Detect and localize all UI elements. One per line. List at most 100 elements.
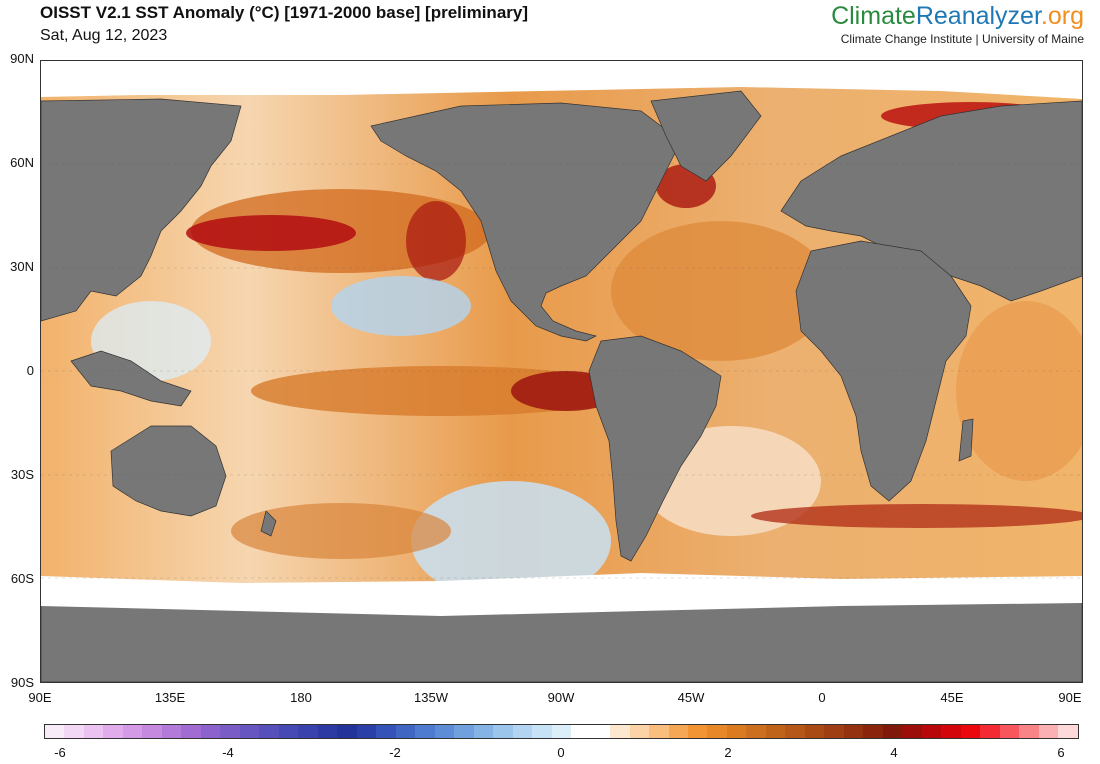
colorbar-swatch <box>668 725 688 738</box>
anomaly-patches <box>91 102 1082 601</box>
lat-label-60n: 60N <box>10 155 34 170</box>
colorbar-label-neg2: -2 <box>389 745 401 760</box>
brand-subtitle: Climate Change Institute | University of… <box>840 32 1084 46</box>
lat-label-30n: 30N <box>10 259 34 274</box>
colorbar-swatch <box>649 725 669 738</box>
colorbar-swatch <box>181 725 201 738</box>
colorbar-swatch <box>765 725 786 738</box>
sst-anomaly-map[interactable] <box>40 60 1083 683</box>
lon-label-135e: 135E <box>154 690 186 705</box>
lat-label-60s: 60S <box>10 571 34 586</box>
colorbar-swatch <box>1019 725 1039 738</box>
colorbar-swatch <box>590 725 611 738</box>
arctic-sea-ice <box>41 61 1082 99</box>
south-america-landmass <box>588 335 722 562</box>
colorbar-swatch <box>687 725 708 738</box>
colorbar-swatch <box>1038 725 1059 738</box>
colorbar-swatch <box>960 725 981 738</box>
colorbar-swatch <box>161 725 182 738</box>
ne-pacific-hot-patch <box>406 201 466 281</box>
brand-name-reanalyzer: Reanalyzer <box>915 2 1041 30</box>
lat-label-90n: 90N <box>10 51 34 66</box>
colorbar <box>44 724 1079 739</box>
eurasia-landmass <box>780 100 1082 302</box>
colorbar-label-2: 2 <box>724 745 732 760</box>
colorbar-swatch <box>395 725 416 738</box>
colorbar-label-0: 0 <box>557 745 565 760</box>
colorbar-swatch <box>980 725 1000 738</box>
colorbar-swatch <box>83 725 104 738</box>
lon-label-45e: 45E <box>940 690 964 705</box>
map-title: OISST V2.1 SST Anomaly (°C) [1971-2000 b… <box>40 3 529 22</box>
colorbar-swatch <box>532 725 552 738</box>
colorbar-label-4: 4 <box>890 745 898 760</box>
colorbar-swatch <box>454 725 474 738</box>
lon-label-45w: 45W <box>677 690 705 705</box>
colorbar-swatch <box>824 725 844 738</box>
asia-west-landmass <box>41 98 242 322</box>
lon-label-90e: 90E <box>28 690 52 705</box>
lat-label-0: 0 <box>26 363 34 378</box>
colorbar-swatch <box>278 725 299 738</box>
colorbar-swatch <box>45 725 65 738</box>
colorbar-swatch <box>376 725 396 738</box>
colorbar-swatch <box>629 725 650 738</box>
madagascar-landmass <box>958 418 974 462</box>
colorbar-swatch <box>493 725 513 738</box>
colorbar-swatch <box>902 725 922 738</box>
colorbar-swatch <box>941 725 961 738</box>
colorbar-swatch <box>356 725 377 738</box>
colorbar-label-6: 6 <box>1057 745 1065 760</box>
australia-landmass <box>110 425 227 517</box>
brand-name-climate: Climate <box>831 2 916 30</box>
antarctic-sea-ice <box>41 573 1082 616</box>
colorbar-swatch <box>220 725 240 738</box>
colorbar-swatch <box>298 725 318 738</box>
colorbar-swatch <box>726 725 747 738</box>
south-pacific-cool-patch <box>411 481 611 601</box>
land-masses <box>41 90 1082 682</box>
north-atlantic-warm-patch <box>611 221 831 361</box>
colorbar-swatch <box>882 725 903 738</box>
colorbar-swatch <box>746 725 766 738</box>
colorbar-swatch <box>473 725 494 738</box>
maritime-continent-landmass <box>70 350 192 407</box>
colorbar-swatch <box>571 725 591 738</box>
lat-label-30s: 30S <box>10 467 34 482</box>
colorbar-swatch <box>610 725 630 738</box>
colorbar-swatch <box>415 725 435 738</box>
north-america-landmass <box>370 102 682 342</box>
map-canvas <box>41 61 1082 682</box>
colorbar-swatch <box>200 725 221 738</box>
colorbar-swatch <box>707 725 727 738</box>
southern-ocean-warm-band <box>751 504 1082 528</box>
colorbar-swatch <box>259 725 279 738</box>
lon-label-90e-right: 90E <box>1058 690 1082 705</box>
colorbar-swatch <box>785 725 805 738</box>
colorbar-swatch <box>239 725 260 738</box>
new-zealand-landmass <box>260 510 277 537</box>
colorbar-swatch <box>512 725 533 738</box>
colorbar-swatch <box>999 725 1020 738</box>
lon-label-180: 180 <box>290 690 312 705</box>
subtropical-pacific-cool-patch <box>331 276 471 336</box>
colorbar-swatch <box>1058 725 1078 738</box>
colorbar-label-neg4: -4 <box>222 745 234 760</box>
brand-name-org: .org <box>1040 2 1084 30</box>
colorbar-swatch <box>551 725 572 738</box>
africa-landmass <box>795 240 972 502</box>
indian-ocean-warm-patch <box>956 301 1082 481</box>
colorbar-swatch <box>122 725 143 738</box>
colorbar-swatch <box>337 725 357 738</box>
colorbar-swatch <box>434 725 455 738</box>
north-pacific-hot-patch <box>186 215 356 251</box>
brand-logo[interactable]: ClimateReanalyzer.org Climate Change Ins… <box>831 2 1084 46</box>
brand-name: ClimateReanalyzer.org <box>831 2 1084 31</box>
graticule <box>41 163 1082 579</box>
colorbar-swatch <box>64 725 84 738</box>
lat-label-90s: 90S <box>10 675 34 690</box>
colorbar-swatch <box>843 725 864 738</box>
colorbar-swatch <box>863 725 883 738</box>
lon-label-0: 0 <box>818 690 826 705</box>
sea-ice <box>41 61 1082 616</box>
